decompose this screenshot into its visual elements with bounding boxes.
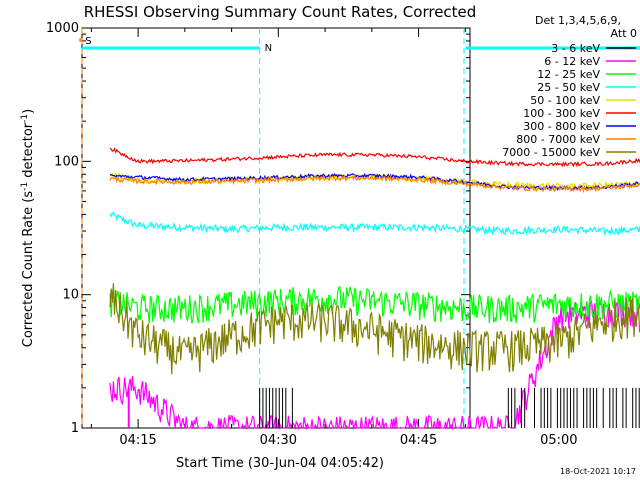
chart-title: RHESSI Observing Summary Count Rates, Co… <box>84 3 477 21</box>
y-axis-label-part: detector <box>21 122 36 182</box>
legend-entry-label: 300 - 800 keV <box>523 120 600 133</box>
y-tick-label: 1000 <box>46 21 79 36</box>
legend-entry-label: 6 - 12 keV <box>544 55 600 68</box>
y-axis-label-part: ) <box>21 109 36 114</box>
legend-header: Det 1,3,4,5,6,9, <box>535 14 621 27</box>
y-tick-label: 100 <box>54 154 79 169</box>
y-tick-label: 1 <box>71 421 79 436</box>
series-line <box>109 297 640 431</box>
x-tick-label: 04:45 <box>400 433 437 448</box>
series-line <box>109 147 640 168</box>
plot-area: 110100100004:1504:3004:4505:0005:1505:30… <box>46 21 640 448</box>
x-tick-label: 05:00 <box>540 433 577 448</box>
series-line <box>109 174 640 194</box>
y-axis-label-part: Corrected Count Rate (s <box>21 191 36 348</box>
y-axis-label: Corrected Count Rate (s-1 detector-1) <box>20 109 36 347</box>
legend-entry-label: 25 - 50 keV <box>537 81 600 94</box>
legend-entry-label: 800 - 7000 keV <box>516 133 600 146</box>
legend-entry-label: 50 - 100 keV <box>530 94 600 107</box>
x-axis-label: Start Time (30-Jun-04 04:05:42) <box>176 456 384 471</box>
legend-entry-label: 100 - 300 keV <box>523 107 600 120</box>
series-line <box>109 211 640 237</box>
flag-n-label: N <box>265 43 272 54</box>
x-tick-label: 04:30 <box>260 433 297 448</box>
legend-entry-label: 7000 - 15000 keV <box>502 146 600 159</box>
series-line <box>109 286 640 324</box>
y-axis-label-part: -1 <box>20 114 30 123</box>
flag-s-label: S <box>85 36 91 47</box>
y-tick-label: 10 <box>62 288 79 303</box>
timestamp: 18-Oct-2021 10:17 <box>560 467 636 476</box>
legend-entry-label: 12 - 25 keV <box>537 68 600 81</box>
series-line <box>109 283 640 375</box>
series-line <box>109 171 640 192</box>
x-tick-label: 04:15 <box>119 433 156 448</box>
y-axis-label-part: -1 <box>20 182 30 191</box>
legend-header: Att 0 <box>611 27 637 40</box>
legend-entry-label: 3 - 6 keV <box>551 42 600 55</box>
